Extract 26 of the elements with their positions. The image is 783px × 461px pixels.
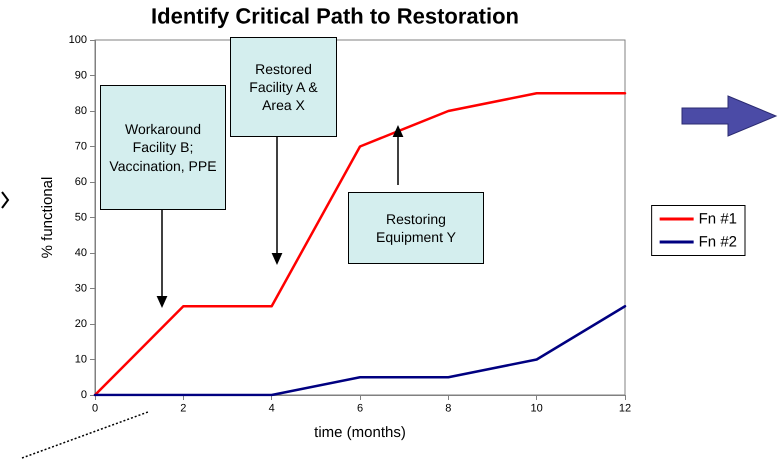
callout-box: Workaround Facility B; Vaccination, PPE xyxy=(100,85,226,210)
callout-box: Restored Facility A & Area X xyxy=(230,37,337,137)
y-tick-label: 0 xyxy=(80,389,87,401)
y-tick-label: 90 xyxy=(74,70,87,82)
y-tick-label: 100 xyxy=(68,34,87,46)
y-tick-label: 70 xyxy=(74,140,87,152)
x-tick-label: 0 xyxy=(92,402,98,414)
chart-title: Identify Critical Path to Restoration xyxy=(151,4,519,28)
x-tick-label: 6 xyxy=(356,402,364,414)
y-tick-label: 40 xyxy=(74,247,87,259)
callout-box: Restoring Equipment Y xyxy=(348,192,484,264)
x-tick-label: 4 xyxy=(268,402,275,414)
y-tick-label: 10 xyxy=(74,354,87,366)
y-tick-label: 20 xyxy=(74,318,87,330)
legend-label: Fn #2 xyxy=(698,234,738,250)
y-tick-label: 60 xyxy=(74,176,87,188)
legend-label: Fn #1 xyxy=(698,210,738,228)
y-tick-label: 50 xyxy=(74,212,87,224)
y-tick-label: 30 xyxy=(74,282,87,294)
x-axis-title: time (months) xyxy=(314,424,406,441)
y-tick-label: 80 xyxy=(74,105,87,117)
x-tick-label: 12 xyxy=(618,402,632,414)
x-tick-label: 8 xyxy=(445,402,452,414)
y-axis-title: % functional xyxy=(39,176,56,258)
x-tick-label: 2 xyxy=(180,402,186,414)
x-tick-label: 10 xyxy=(530,402,543,414)
